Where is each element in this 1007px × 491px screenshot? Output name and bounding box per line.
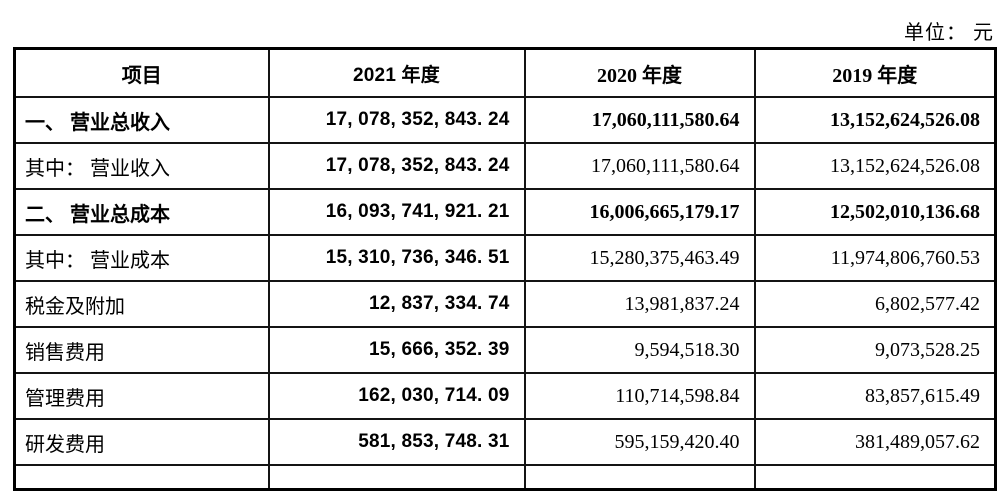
table-row-partial <box>13 464 997 491</box>
value-2019: 6,802,577.42 <box>753 280 997 328</box>
financial-table: 项目 2021 年度 2020 年度 2019 年度 一、 营业总收入 17, … <box>13 47 997 491</box>
column-header-item: 项目 <box>13 47 270 98</box>
value-2019 <box>753 464 997 491</box>
row-label: 一、 营业总收入 <box>13 96 270 144</box>
value-2019: 13,152,624,526.08 <box>753 96 997 144</box>
value-2019: 13,152,624,526.08 <box>753 142 997 190</box>
value-2021: 12, 837, 334. 74 <box>267 280 526 328</box>
value-2020: 17,060,111,580.64 <box>523 142 756 190</box>
value-2020: 15,280,375,463.49 <box>523 234 756 282</box>
table-row-admin-expenses: 管理费用 162, 030, 714. 09 110,714,598.84 83… <box>13 372 997 420</box>
table-row-rd-expenses: 研发费用 581, 853, 748. 31 595,159,420.40 38… <box>13 418 997 466</box>
value-2020 <box>523 464 756 491</box>
table-row-taxes-surcharges: 税金及附加 12, 837, 334. 74 13,981,837.24 6,8… <box>13 280 997 328</box>
row-label: 其中： 营业收入 <box>13 142 270 190</box>
value-2021: 17, 078, 352, 843. 24 <box>267 142 526 190</box>
table-row-total-revenue: 一、 营业总收入 17, 078, 352, 843. 24 17,060,11… <box>13 96 997 144</box>
row-label: 其中： 营业成本 <box>13 234 270 282</box>
column-header-2021: 2021 年度 <box>267 47 526 98</box>
value-2021: 17, 078, 352, 843. 24 <box>267 96 526 144</box>
value-2021: 162, 030, 714. 09 <box>267 372 526 420</box>
row-label: 管理费用 <box>13 372 270 420</box>
value-2020: 16,006,665,179.17 <box>523 188 756 236</box>
row-label: 二、 营业总成本 <box>13 188 270 236</box>
value-2020: 110,714,598.84 <box>523 372 756 420</box>
value-2019: 9,073,528.25 <box>753 326 997 374</box>
row-label <box>13 464 270 491</box>
value-2020: 17,060,111,580.64 <box>523 96 756 144</box>
column-header-2019: 2019 年度 <box>753 47 997 98</box>
value-2021: 15, 310, 736, 346. 51 <box>267 234 526 282</box>
table-row-operating-cost: 其中： 营业成本 15, 310, 736, 346. 51 15,280,37… <box>13 234 997 282</box>
table-header: 项目 2021 年度 2020 年度 2019 年度 <box>13 47 997 98</box>
value-2020: 13,981,837.24 <box>523 280 756 328</box>
table-body: 一、 营业总收入 17, 078, 352, 843. 24 17,060,11… <box>13 96 997 491</box>
table-row-operating-revenue: 其中： 营业收入 17, 078, 352, 843. 24 17,060,11… <box>13 142 997 190</box>
value-2021: 16, 093, 741, 921. 21 <box>267 188 526 236</box>
value-2021: 581, 853, 748. 31 <box>267 418 526 466</box>
value-2021 <box>267 464 526 491</box>
table-row-selling-expenses: 销售费用 15, 666, 352. 39 9,594,518.30 9,073… <box>13 326 997 374</box>
unit-label: 单位： 元 <box>904 22 994 44</box>
row-label: 销售费用 <box>13 326 270 374</box>
table-row-total-cost: 二、 营业总成本 16, 093, 741, 921. 21 16,006,66… <box>13 188 997 236</box>
value-2021: 15, 666, 352. 39 <box>267 326 526 374</box>
row-label: 研发费用 <box>13 418 270 466</box>
column-header-2020: 2020 年度 <box>523 47 756 98</box>
row-label: 税金及附加 <box>13 280 270 328</box>
value-2020: 595,159,420.40 <box>523 418 756 466</box>
value-2019: 12,502,010,136.68 <box>753 188 997 236</box>
value-2019: 381,489,057.62 <box>753 418 997 466</box>
value-2019: 83,857,615.49 <box>753 372 997 420</box>
value-2020: 9,594,518.30 <box>523 326 756 374</box>
value-2019: 11,974,806,760.53 <box>753 234 997 282</box>
header-row: 项目 2021 年度 2020 年度 2019 年度 <box>13 47 997 98</box>
document-page: { "unit_label": "单位： 元", "table": { "col… <box>13 22 997 491</box>
